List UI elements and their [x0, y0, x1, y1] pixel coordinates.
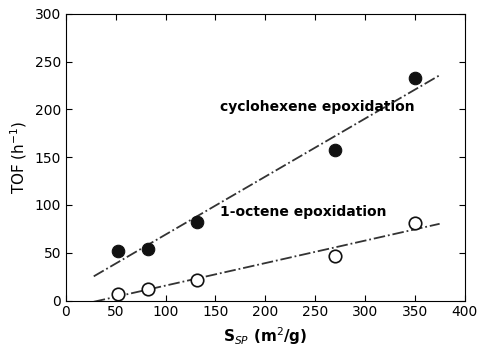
Text: 1-octene epoxidation: 1-octene epoxidation: [220, 206, 387, 219]
X-axis label: S$_{SP}$ (m$^2$/g): S$_{SP}$ (m$^2$/g): [223, 325, 308, 347]
Text: cyclohexene epoxidation: cyclohexene epoxidation: [220, 100, 415, 114]
Y-axis label: TOF (h$^{-1}$): TOF (h$^{-1}$): [8, 120, 29, 194]
